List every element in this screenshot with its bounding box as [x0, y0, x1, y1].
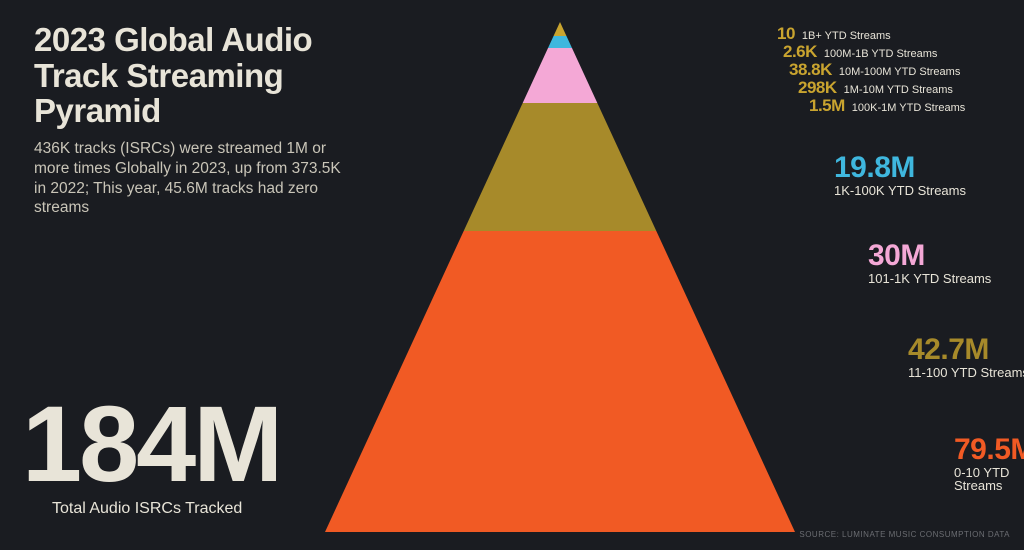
header-block: 2023 Global Audio Track Streaming Pyrami…	[34, 22, 344, 218]
callout-value: 184M	[22, 398, 280, 490]
pyramid-label-value: 30M	[868, 240, 991, 272]
pyramid-label-row: 10 1B+ YTD Streams	[777, 24, 891, 44]
pyramid-label-value: 19.8M	[834, 152, 966, 184]
pyramid-label-row: 1.5M 100K-1M YTD Streams	[809, 96, 965, 116]
pyramid-label-row: 30M101-1K YTD Streams	[868, 240, 991, 285]
pyramid-label-value: 42.7M	[908, 334, 1024, 366]
callout-block: 184M Total Audio ISRCs Tracked	[22, 398, 280, 518]
pyramid-label-row: 298K 1M-10M YTD Streams	[798, 78, 953, 98]
pyramid-labels: 10 1B+ YTD Streams2.6K 100M-1B YTD Streams…	[572, 22, 1012, 532]
pyramid-label-row: 42.7M11-100 YTD Streams	[908, 334, 1024, 379]
pyramid-label-desc: 1K-100K YTD Streams	[834, 184, 966, 198]
pyramid-label-desc: 1B+ YTD Streams	[802, 30, 891, 42]
pyramid-label-row: 19.8M1K-100K YTD Streams	[834, 152, 966, 197]
pyramid-label-value: 38.8K	[789, 60, 832, 80]
pyramid-label-row: 38.8K 10M-100M YTD Streams	[789, 60, 960, 80]
pyramid-label-desc: 100K-1M YTD Streams	[852, 102, 966, 114]
pyramid-label-row: 79.5M0-10 YTD Streams	[954, 434, 1024, 493]
pyramid-label-stack: 79.5M0-10 YTD Streams	[954, 434, 1024, 493]
pyramid-label-value: 1.5M	[809, 96, 845, 116]
pyramid-label-value: 2.6K	[783, 42, 817, 62]
pyramid-label-desc: 1M-10M YTD Streams	[844, 84, 953, 96]
pyramid-label-desc: 10M-100M YTD Streams	[839, 66, 960, 78]
pyramid-label-desc: 100M-1B YTD Streams	[824, 48, 938, 60]
source-attribution: SOURCE: LUMINATE MUSIC CONSUMPTION DATA	[799, 530, 1010, 540]
pyramid-label-value: 298K	[798, 78, 837, 98]
pyramid-label-stack: 30M101-1K YTD Streams	[868, 240, 991, 285]
pyramid-label-stack: 42.7M11-100 YTD Streams	[908, 334, 1024, 379]
pyramid-label-desc: 0-10 YTD Streams	[954, 466, 1024, 493]
pyramid-label-value: 79.5M	[954, 434, 1024, 466]
pyramid-label-value: 10	[777, 24, 795, 44]
pyramid-label-row: 2.6K 100M-1B YTD Streams	[783, 42, 937, 62]
page-title: 2023 Global Audio Track Streaming Pyrami…	[34, 22, 344, 129]
pyramid-label-desc: 11-100 YTD Streams	[908, 366, 1024, 380]
pyramid-label-desc: 101-1K YTD Streams	[868, 272, 991, 286]
page-subtitle: 436K tracks (ISRCs) were streamed 1M or …	[34, 139, 344, 218]
pyramid-label-stack: 19.8M1K-100K YTD Streams	[834, 152, 966, 197]
